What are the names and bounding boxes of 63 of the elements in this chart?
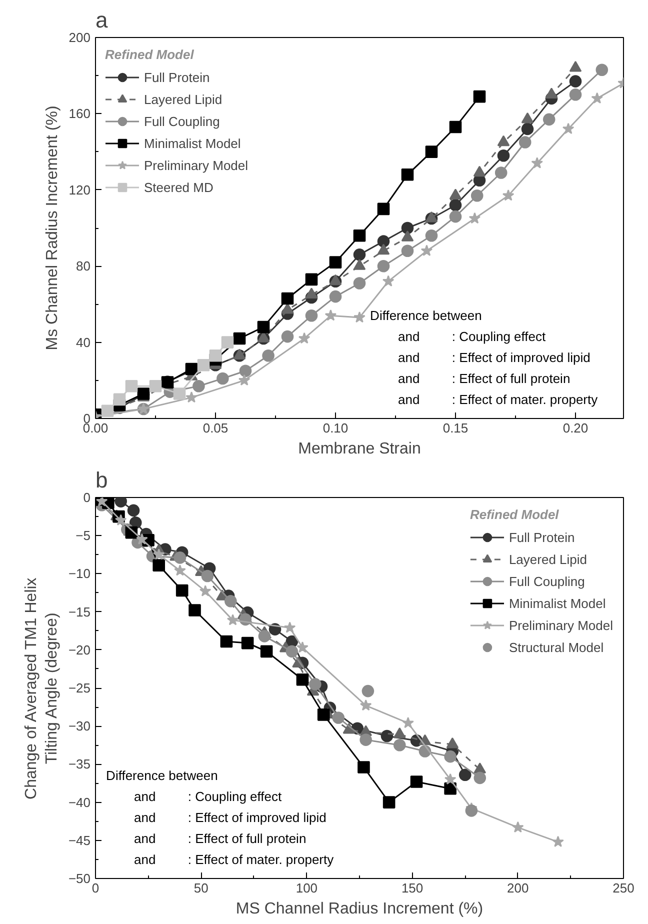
y-tick-label: 160 [68,106,91,122]
legend-label: Full Coupling [508,574,585,588]
y-tick-label: −10 [68,566,91,582]
legend-label: Preliminary Model [508,618,613,632]
annotation: : Coupling effect [188,789,282,804]
legend-label: Full Protein [144,70,210,84]
x-axis-title: MS Channel Radius Increment (%) [236,900,484,918]
annotation: and [134,789,156,804]
x-tick-label: 0.10 [322,420,348,436]
annotation: : Effect of full protein [452,370,570,386]
annotation: Difference between [106,768,218,784]
y-tick-label: 80 [76,258,91,274]
legend-label: Minimalist Model [144,136,241,150]
y-tick-label: −15 [68,604,91,620]
x-tick-label: 0.20 [562,420,588,436]
y-tick-label: −45 [68,832,91,848]
x-tick-label: 150 [401,880,424,896]
annotation: and [398,329,420,344]
annotation: and [398,370,420,386]
y-axis-title: Ms Channel Radius Increment (%) [44,106,61,350]
y-tick-label: −40 [68,794,91,810]
legend-label: Full Coupling [144,114,220,128]
y-tick-label: −35 [68,756,91,772]
x-tick-label: 200 [507,880,529,896]
annotation: and [134,852,156,867]
legend-label: Structural Model [508,640,604,654]
annotation: : Effect of mater. property [452,392,598,407]
y-tick-label: 120 [68,182,91,198]
annotation: and [134,810,156,826]
annotation: : Effect of improved lipid [188,810,326,826]
legend-title: Refined Model [470,507,560,522]
annotation: : Effect of improved lipid [452,350,590,366]
x-tick-label: 0.05 [202,420,228,436]
y-axis-title: Change of Averaged TM1 Helix Tilting Angle (degree) [23,578,60,800]
y-tick-label: 200 [68,30,91,45]
chart-title: b [96,468,108,492]
annotation: and [398,392,420,407]
annotation: : Effect of full protein [188,830,306,846]
legend-title: Refined Model [105,47,195,62]
annotation: : Effect of mater. property [188,852,334,867]
x-tick-label: 250 [612,880,634,896]
y-tick-label: −20 [68,642,91,658]
x-tick-label: 0.15 [442,420,468,436]
legend-label: Layered Lipid [508,552,588,566]
annotation: and [134,830,156,846]
y-tick-label: −25 [68,680,91,696]
legend-label: Steered MD [144,180,214,194]
x-axis-title: Membrane Strain [298,440,421,458]
legend-label: Minimalist Model [508,596,606,610]
x-tick-label: 50 [194,880,208,896]
x-tick-label: 100 [296,880,318,896]
annotation: Difference between [370,308,482,324]
y-tick-label: −50 [68,871,91,886]
legend-label: Full Protein [508,530,575,544]
legend-label: Layered Lipid [144,92,222,106]
y-tick-label: 0 [83,490,91,505]
y-tick-label: 40 [76,334,91,350]
y-tick-label: −30 [68,718,91,734]
annotation: : Coupling effect [452,329,546,344]
annotation: and [398,350,420,366]
legend-label: Preliminary Model [144,158,248,172]
y-tick-label: −5 [76,528,91,544]
chart-title: a [96,8,108,32]
